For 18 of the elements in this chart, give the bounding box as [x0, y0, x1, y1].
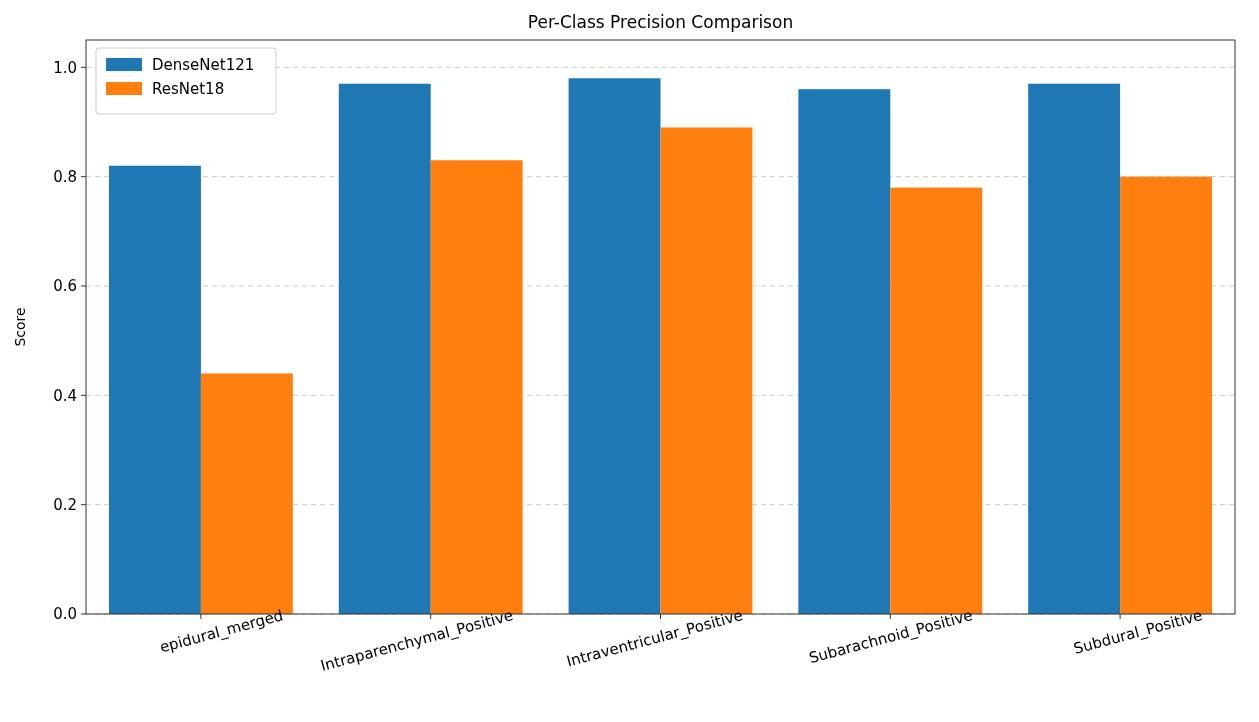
- y-tick-label: 0.2: [53, 495, 77, 514]
- bar: [338, 83, 431, 614]
- y-tick-label: 0.6: [53, 277, 77, 296]
- legend-label: DenseNet121: [152, 56, 255, 75]
- y-tick-label: 1.0: [53, 58, 77, 77]
- y-axis-title: Score: [12, 307, 28, 347]
- legend-label: ResNet18: [152, 80, 225, 99]
- y-tick-label: 0.4: [53, 386, 77, 405]
- bar: [430, 160, 523, 614]
- bar: [568, 78, 661, 614]
- bar: [660, 127, 753, 614]
- bar: [798, 89, 891, 614]
- bar: [1028, 83, 1121, 614]
- chart-title: Per-Class Precision Comparison: [527, 12, 794, 32]
- bar: [1120, 176, 1213, 614]
- y-tick-label: 0.8: [53, 167, 77, 186]
- y-tick-label: 0.0: [53, 605, 77, 624]
- bar: [890, 187, 983, 614]
